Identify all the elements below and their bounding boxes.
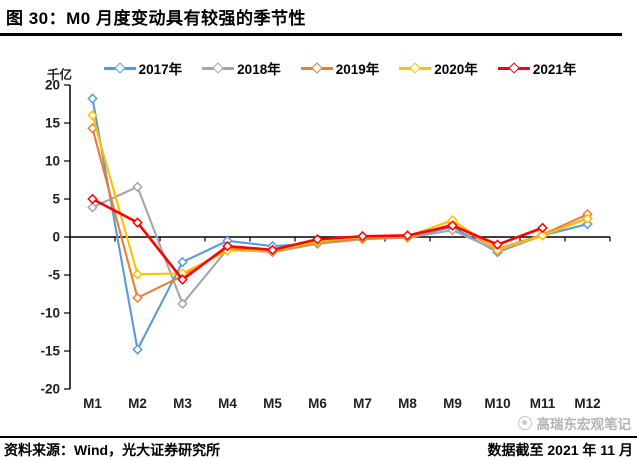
legend-line-diamond-icon: [202, 62, 235, 74]
series-line-2017年: [91, 97, 589, 351]
source-note: 资料来源：Wind，光大证券研究所: [4, 442, 221, 458]
data-point-marker-2021年: [267, 244, 278, 256]
y-tick-label: 0: [52, 230, 60, 245]
x-tick-label: M7: [353, 396, 372, 411]
x-tick-label: M9: [443, 396, 462, 411]
x-tick-label: M6: [308, 396, 327, 411]
data-point-marker-2020年: [87, 110, 98, 121]
x-tick-label: M12: [574, 396, 600, 411]
chart-legend: 2017年 2018年 2019年 2020年 2021年: [70, 59, 610, 77]
data-point-marker-2021年: [357, 230, 368, 242]
data-point-marker-2021年: [447, 220, 458, 231]
y-tick-label: -10: [40, 306, 60, 321]
data-point-marker-2021年: [402, 230, 413, 241]
data-point-marker-2018年: [87, 202, 98, 213]
y-tick-label: 20: [45, 78, 60, 93]
y-tick-label: 15: [45, 116, 61, 131]
x-tick-label: M11: [530, 396, 556, 411]
y-tick-label: -20: [40, 382, 60, 397]
data-point-marker-2017年: [132, 344, 143, 355]
legend-label: 2018年: [237, 62, 281, 77]
circle-logo-icon: [517, 416, 532, 430]
data-cutoff-note: 数据截至 2021 年 11 月: [487, 442, 633, 458]
x-tick-label: M10: [484, 396, 510, 411]
data-point-marker-2021年: [87, 193, 98, 205]
data-point-marker-2020年: [582, 213, 593, 225]
legend-item-2019年: 2019年: [300, 58, 380, 78]
legend-item-2017年: 2017年: [103, 58, 183, 78]
data-point-marker-2021年: [177, 274, 188, 285]
y-tick-label: -15: [40, 344, 60, 359]
data-point-marker-2018年: [177, 298, 188, 310]
legend-item-2020年: 2020年: [399, 58, 478, 78]
y-tick-label: 10: [45, 154, 60, 169]
x-tick-label: M1: [83, 396, 102, 411]
data-point-marker-2018年: [132, 181, 143, 193]
legend-line-diamond-icon: [399, 62, 432, 74]
legend-line-diamond-icon: [497, 62, 530, 74]
watermark-text: 高瑞东宏观笔记: [536, 417, 632, 432]
data-point-marker-2021年: [492, 239, 503, 250]
data-point-marker-2020年: [492, 244, 503, 256]
data-point-marker-2020年: [537, 230, 548, 241]
watermark: 高瑞东宏观笔记: [517, 413, 632, 433]
x-tick-label: M5: [263, 396, 282, 411]
series-line-2019年: [91, 127, 589, 299]
figure-title: 图 30：M0 月度变动具有较强的季节性: [6, 9, 306, 28]
legend-label: 2017年: [138, 62, 183, 77]
data-point-marker-2020年: [132, 268, 143, 280]
data-point-marker-2021年: [132, 217, 143, 228]
data-point-marker-2017年: [87, 93, 98, 104]
legend-label: 2021年: [532, 62, 577, 77]
x-tick-label: M2: [128, 396, 147, 411]
x-tick-label: M4: [218, 396, 237, 411]
legend-line-diamond-icon: [300, 62, 333, 74]
data-point-marker-2021年: [312, 234, 323, 245]
legend-line-diamond-icon: [103, 62, 136, 74]
y-axis-unit-label: 千亿: [47, 67, 72, 82]
footer-divider: [0, 436, 637, 438]
data-point-marker-2021年: [537, 222, 548, 234]
legend-item-2018年: 2018年: [202, 58, 281, 78]
x-tick-label: M3: [173, 396, 192, 411]
y-tick-label: 5: [52, 192, 60, 207]
data-point-marker-2017年: [582, 218, 593, 230]
series-line-2020年: [91, 114, 589, 276]
data-point-marker-2017年: [177, 256, 188, 268]
data-point-marker-2019年: [132, 292, 143, 304]
legend-label: 2020年: [434, 62, 478, 77]
data-point-marker-2021年: [222, 240, 233, 252]
y-tick-label: -5: [48, 268, 60, 283]
legend-label: 2019年: [335, 62, 380, 77]
x-tick-label: M8: [398, 396, 417, 411]
legend-item-2021年: 2021年: [497, 58, 577, 78]
title-divider: [0, 33, 622, 36]
